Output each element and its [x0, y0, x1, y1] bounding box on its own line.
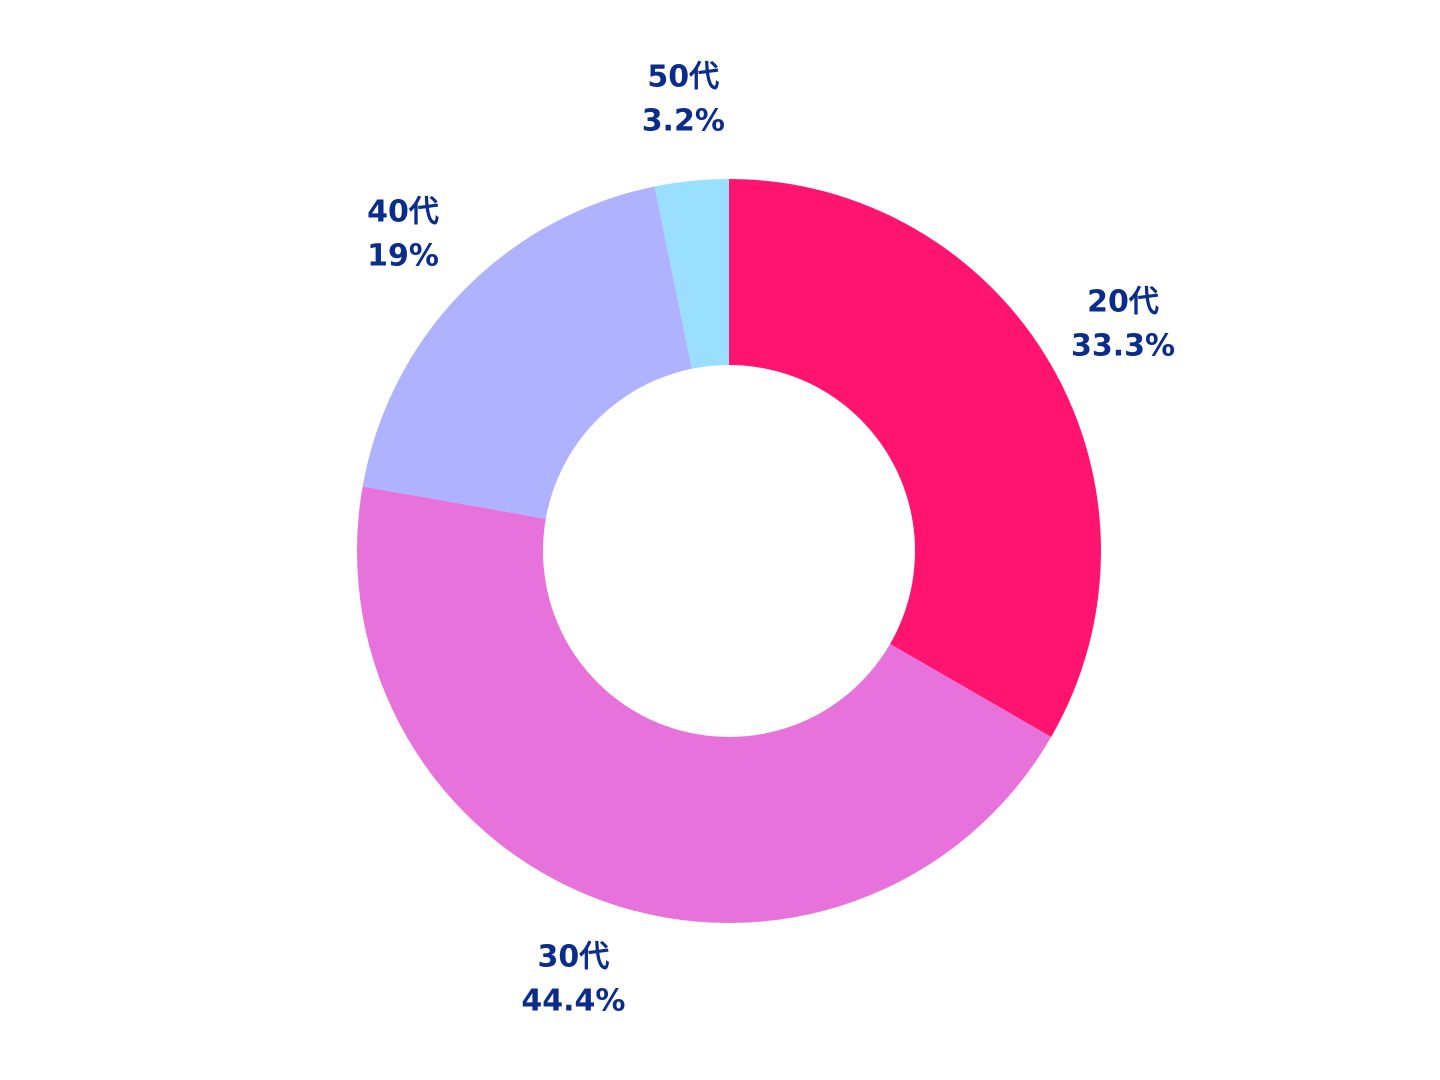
slice-label-30: 30代 44.4% — [521, 940, 625, 1019]
slice-category-50: 50代 — [647, 59, 719, 94]
slice-label-50: 50代 3.2% — [642, 59, 725, 138]
slice-value-50: 3.2% — [642, 103, 725, 138]
slice-30 — [356, 486, 1052, 924]
slice-labels: 20代 33.3%30代 44.4%40代 19%50代 3.2% — [367, 59, 1175, 1018]
slice-value-30: 44.4% — [521, 984, 625, 1019]
slice-value-40: 19% — [367, 239, 439, 274]
slice-value-20: 33.3% — [1071, 329, 1175, 364]
slice-50 — [654, 179, 729, 369]
slice-20 — [729, 179, 1101, 737]
slice-label-40: 40代 19% — [367, 195, 439, 274]
slice-40 — [362, 186, 692, 519]
slice-category-20: 20代 — [1087, 285, 1159, 320]
slice-category-30: 30代 — [538, 940, 610, 975]
slice-label-20: 20代 33.3% — [1071, 285, 1175, 364]
slice-category-40: 40代 — [367, 195, 439, 230]
donut-slices — [356, 179, 1101, 924]
